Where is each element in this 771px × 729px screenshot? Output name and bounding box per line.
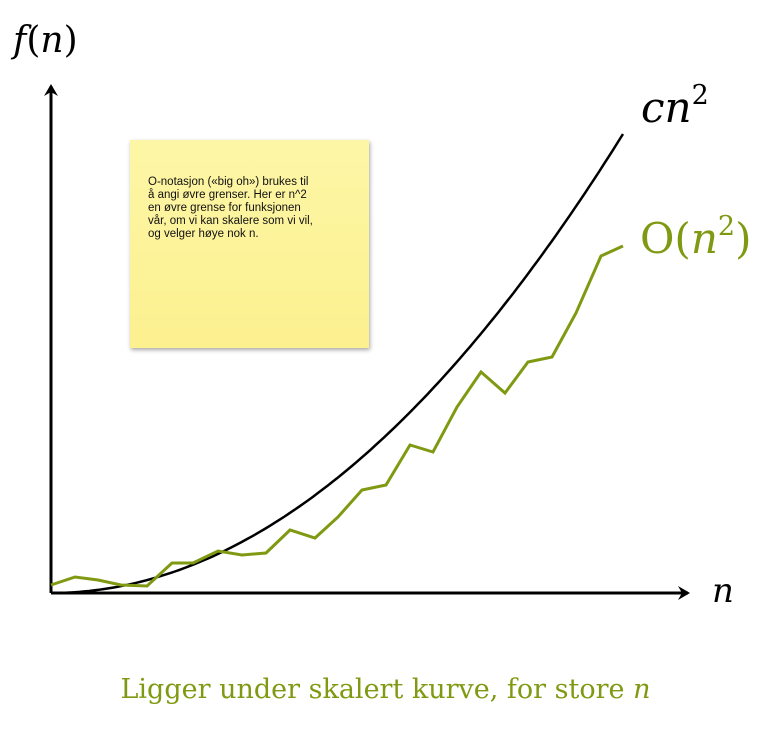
parabola-label: cn2: [641, 80, 709, 132]
x-axis-label: n: [712, 571, 734, 611]
caption-variable: n: [633, 674, 651, 705]
caption-text: Ligger under skalert kurve, for store: [120, 674, 634, 705]
bound-label: O(n2): [640, 211, 751, 263]
sticky-note: O-notasjon («big oh») brukes til å angi …: [130, 140, 369, 348]
y-axis-label: f(n): [10, 20, 78, 61]
caption: Ligger under skalert kurve, for store n: [0, 674, 771, 705]
parabola-curve-cn2: [51, 133, 625, 595]
sticky-note-text: O-notasjon («big oh») brukes til å angi …: [148, 176, 313, 240]
bounded-function-curve: [50, 244, 624, 588]
